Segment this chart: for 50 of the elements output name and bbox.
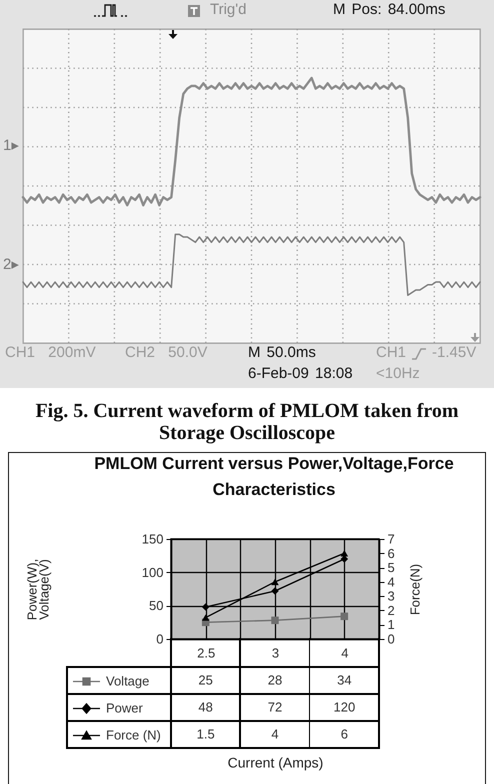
data-label: 25 [198, 672, 213, 688]
y2-axis-title: Force(N) [408, 564, 422, 616]
y2-tick-label: 6 [388, 546, 395, 561]
point [271, 587, 279, 595]
caption: Fig. 5. Current waveform of PMLOM taken from Storage Oscilloscope [34, 400, 460, 444]
text: 2▸ [3, 256, 19, 274]
point [271, 578, 279, 586]
text: 1▸ [3, 137, 19, 155]
legend-label: Power [106, 700, 144, 716]
data-label: 72 [268, 700, 282, 714]
legend-label: Force (N) [106, 728, 161, 742]
data-label: 6 [340, 726, 348, 742]
data-label: 48 [198, 700, 213, 714]
y2-tick-label: 2 [388, 602, 395, 618]
text: CH1 200mV [5, 344, 96, 362]
y2-tick-label: 4 [388, 574, 395, 590]
text: <10Hz [376, 365, 420, 383]
text: Trig'd [210, 1, 246, 19]
data-label: 120 [333, 700, 356, 714]
y-tick-label: 0 [156, 632, 164, 646]
text: CH1 [376, 344, 406, 362]
text: -1.45V [432, 344, 476, 362]
data-label: 4 [271, 726, 279, 742]
y2-tick-label: 5 [388, 560, 395, 576]
data-label: 1.5 [196, 726, 215, 742]
y-tick-label: 50 [149, 598, 164, 614]
legend-label: Voltage [106, 674, 150, 688]
x-tick-label: 3 [272, 646, 280, 660]
point [340, 550, 348, 557]
point [340, 612, 348, 620]
y2-tick-label: 3 [388, 588, 395, 604]
text: 6-Feb-09 18:08 [248, 365, 353, 383]
point [202, 603, 210, 611]
point [271, 616, 279, 624]
point [202, 614, 210, 621]
data-label: 28 [268, 672, 282, 688]
y-axis-title: Power(W), Voltage(V) [24, 558, 52, 620]
y2-tick-label: 0 [388, 632, 395, 646]
y-tick-label: 150 [142, 532, 164, 546]
chart-title: PMLOM Current versus Power,Voltage,Force Characteristics [93, 453, 455, 501]
text: M Pos: 84.00ms [333, 1, 446, 19]
y-tick-label: 100 [142, 564, 164, 580]
y2-tick-label: 7 [388, 532, 395, 546]
x-tick-label: 4 [341, 646, 348, 660]
text: M 50.0ms [248, 344, 316, 362]
data-label: 34 [337, 672, 352, 688]
x-axis-title: Current (Amps) [228, 754, 324, 770]
x-tick-label: 2.5 [197, 646, 216, 660]
y2-tick-label: 1 [388, 617, 395, 632]
text: CH2 50.0V [125, 344, 208, 362]
